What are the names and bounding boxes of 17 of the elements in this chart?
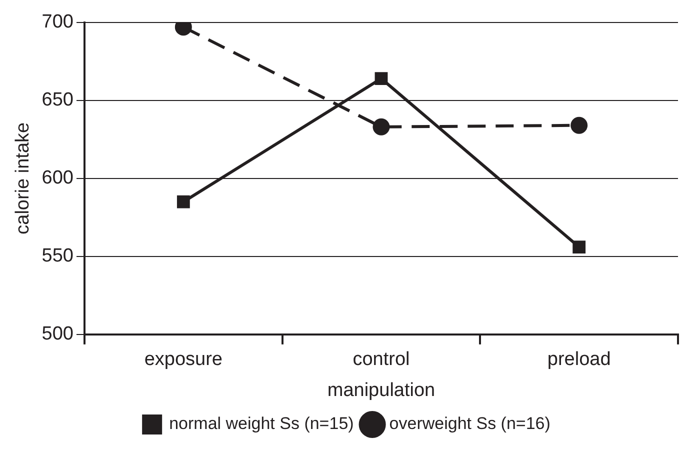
- y-axis-title: calorie intake: [12, 122, 34, 234]
- legend-label: normal weight Ss (n=15): [169, 414, 354, 434]
- x-tick-label: control: [352, 349, 410, 370]
- y-tick-label: 700: [42, 12, 74, 33]
- x-tick-label: preload: [547, 349, 611, 370]
- point: [374, 72, 388, 86]
- y-tick-label: 600: [42, 168, 74, 189]
- point: [372, 118, 390, 136]
- y-tick-label: 500: [42, 324, 74, 345]
- x-axis-title: manipulation: [327, 380, 436, 401]
- point: [572, 240, 586, 254]
- point: [176, 195, 190, 208]
- y-tick-label: 550: [42, 246, 74, 267]
- legend-label: overweight Ss (n=16): [389, 414, 550, 434]
- x-tick-label: exposure: [144, 349, 223, 370]
- y-tick-label: 650: [42, 90, 74, 111]
- point: [570, 116, 588, 134]
